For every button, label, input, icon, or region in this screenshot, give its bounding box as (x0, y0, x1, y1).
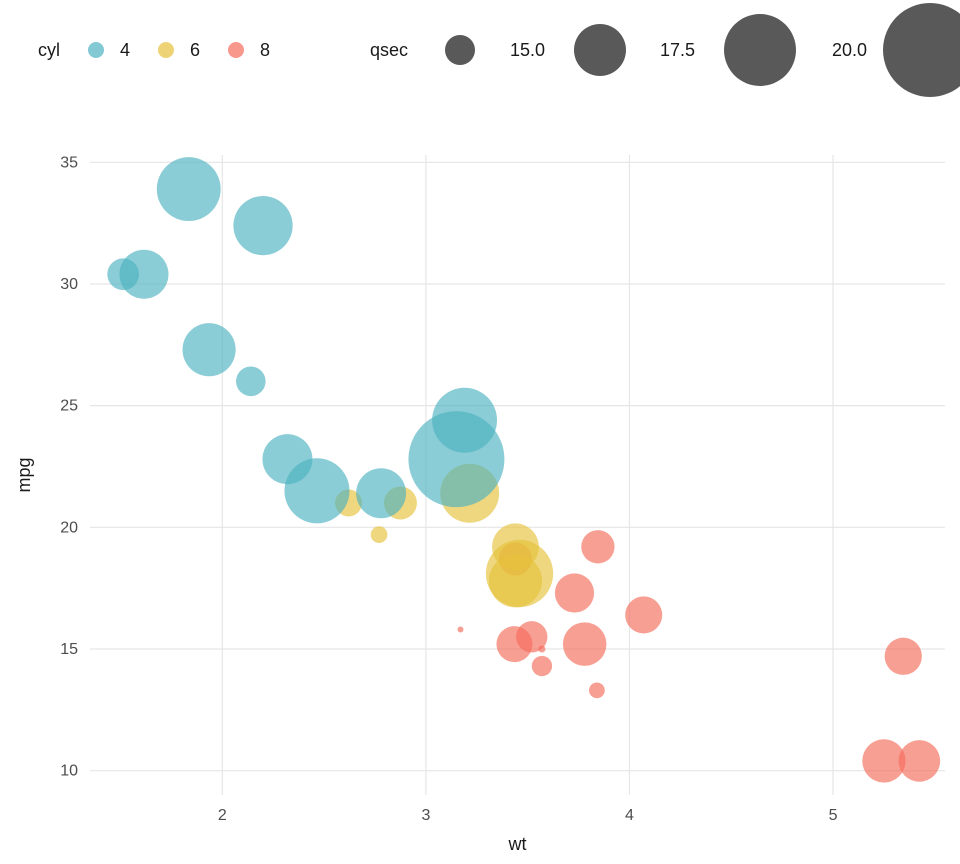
data-point (408, 411, 504, 507)
data-point (581, 530, 614, 563)
data-point (532, 656, 552, 676)
data-point (371, 526, 388, 543)
data-point (496, 626, 532, 662)
data-point (625, 596, 662, 633)
legend-cyl-swatch (158, 42, 174, 58)
data-point (107, 258, 139, 290)
legend-cyl-title: cyl (38, 40, 60, 60)
y-tick-label: 30 (60, 276, 78, 293)
legend-qsec-swatch (445, 35, 475, 65)
legend-cyl-swatch (228, 42, 244, 58)
data-point (555, 573, 594, 612)
legend-cyl-label: 4 (120, 40, 130, 60)
x-tick-label: 2 (218, 807, 227, 824)
data-point (183, 323, 236, 376)
legend-qsec-swatch (574, 24, 626, 76)
y-tick-label: 35 (60, 154, 78, 171)
data-point (885, 638, 922, 675)
y-tick-label: 25 (60, 398, 78, 415)
y-tick-label: 10 (60, 763, 78, 780)
legend-qsec-label: 15.0 (510, 40, 545, 60)
y-axis-title: mpg (14, 457, 34, 492)
data-point (538, 645, 545, 652)
legend-qsec-swatch (724, 14, 796, 86)
x-tick-label: 3 (421, 807, 430, 824)
legend-qsec-label: 17.5 (660, 40, 695, 60)
x-axis-title: wt (508, 834, 527, 854)
legend-cyl-swatch (88, 42, 104, 58)
y-tick-label: 15 (60, 641, 78, 658)
data-point (236, 367, 266, 397)
data-point (458, 627, 464, 633)
data-point (589, 682, 605, 698)
data-point (284, 458, 349, 523)
data-point (233, 196, 292, 255)
x-tick-label: 5 (829, 807, 838, 824)
x-tick-label: 4 (625, 807, 634, 824)
y-tick-label: 20 (60, 519, 78, 536)
data-point (356, 468, 406, 518)
legend-cyl-label: 6 (190, 40, 200, 60)
legend-qsec-title: qsec (370, 40, 408, 60)
legend-qsec-label: 20.0 (832, 40, 867, 60)
data-point (157, 157, 221, 221)
chart-svg: cyl 4 6 8 qsec 15.0 17.5 20.0 2 3 4 5 10 15 20 25 30 35 wt… (0, 0, 960, 864)
data-point (899, 740, 941, 782)
data-point (563, 622, 607, 666)
legend-cyl-label: 8 (260, 40, 270, 60)
chart-container: cyl 4 6 8 qsec 15.0 17.5 20.0 2 3 4 5 10 15 20 25 30 35 wt… (0, 0, 960, 864)
data-point (489, 554, 542, 607)
